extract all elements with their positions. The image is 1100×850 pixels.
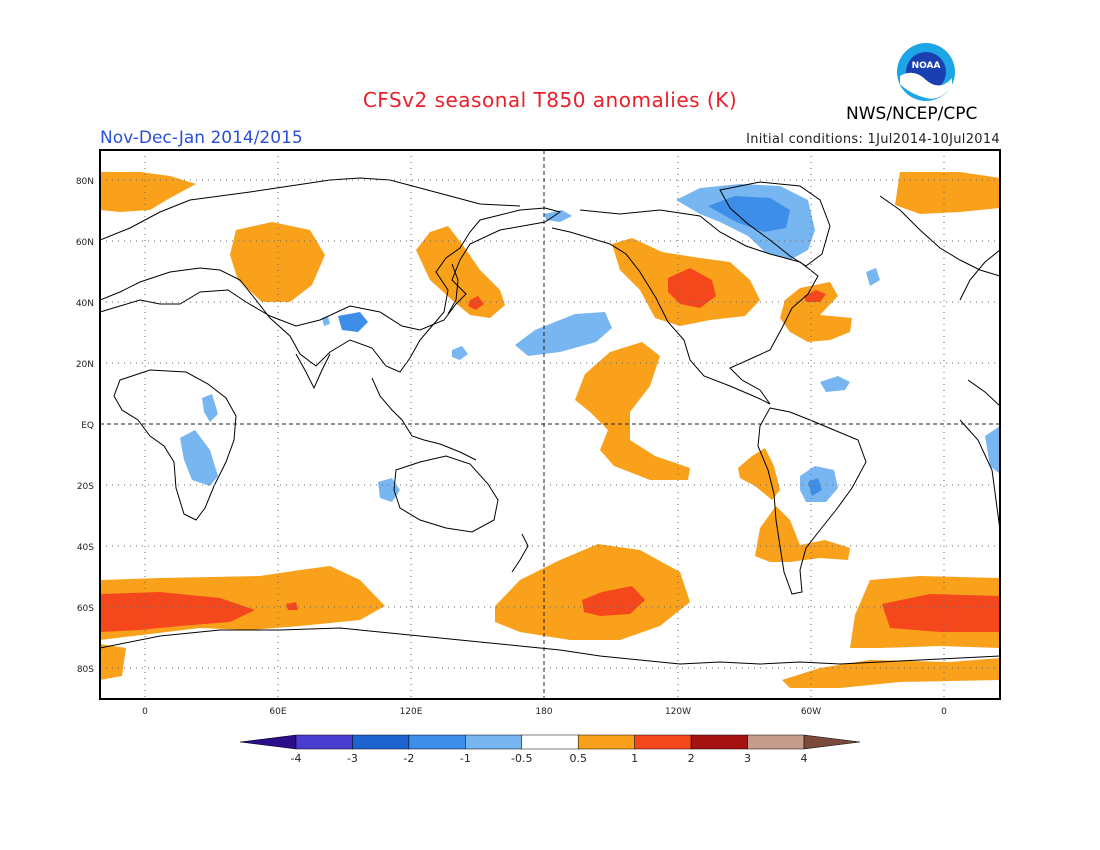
cool-region-bering	[544, 210, 572, 222]
initial-conditions: Initial conditions: 1Jul2014-10Jul2014	[746, 132, 1000, 147]
colorbar-label: -2	[403, 752, 414, 765]
colorbar-label: 0.5	[569, 752, 587, 765]
lon-label: 120W	[665, 707, 691, 717]
organization-label: NWS/NCEP/CPC	[846, 104, 978, 124]
colorbar-swatch	[295, 734, 353, 750]
cool-region-north-pacific	[515, 312, 612, 356]
colorbar-swatch	[408, 734, 466, 750]
colorbar-label: -3	[347, 752, 358, 765]
cool-region-hawaii	[452, 346, 468, 360]
coast-africa	[113, 369, 237, 521]
warm-region-tropical-pacific	[575, 342, 690, 480]
strong-warm-southern-ocean-east	[882, 594, 1000, 632]
strong-warm-anomalies	[100, 268, 1000, 632]
colorbar-swatch	[521, 734, 579, 750]
colorbar-label: 2	[688, 752, 695, 765]
colorbar-swatch	[634, 734, 692, 750]
coast-eurasia	[100, 207, 562, 373]
colorbar-label: 1	[631, 752, 638, 765]
lon-label: 0	[941, 707, 947, 717]
strong-warm-atlantic	[804, 290, 826, 302]
lat-label: 80S	[77, 665, 94, 675]
logo-text: NOAA	[912, 61, 941, 71]
coast-greenland	[719, 181, 831, 267]
strong-warm-south-pacific	[582, 586, 645, 616]
coast-arctic-islands	[879, 195, 1000, 277]
colorbar: -4 -3 -2 -1 -0.5 0.5 1 2 3 4	[239, 734, 861, 765]
lon-label: 0	[142, 707, 148, 717]
colorbar-label: 4	[801, 752, 808, 765]
lat-label: 40N	[76, 299, 94, 309]
lat-label: 60S	[77, 604, 94, 614]
colorbar-swatch	[352, 734, 410, 750]
cool-region-brazil-core	[808, 478, 822, 496]
lat-label: 20S	[77, 482, 94, 492]
warm-region-antarctic-east	[782, 658, 1000, 688]
strong-warm-small	[286, 602, 298, 610]
colorbar-min-arrow	[239, 734, 297, 750]
colorbar-max-arrow	[803, 734, 861, 750]
coast-africa-east	[967, 379, 1000, 407]
map-content	[100, 150, 1000, 699]
lon-label: 120E	[400, 707, 423, 717]
coast-north-america	[551, 209, 819, 405]
coast-west-europe	[959, 249, 1000, 301]
warm-region-south-america-south	[755, 506, 850, 562]
colorbar-label: -1	[460, 752, 471, 765]
coast-india	[295, 353, 331, 390]
warm-region-arctic-west	[100, 172, 196, 212]
reference-lines	[100, 150, 1000, 699]
map-frame	[99, 149, 1001, 700]
strong-warm-southern-ocean-west	[100, 592, 255, 632]
forecast-period: Nov-Dec-Jan 2014/2015	[100, 128, 303, 148]
colorbar-swatch	[747, 734, 805, 750]
coast-south-america	[757, 407, 867, 595]
longitude-labels: 0 60E 120E 180 120W 60W 0	[142, 707, 947, 717]
chart-title: CFSv2 seasonal T850 anomalies (K)	[362, 88, 738, 112]
warm-region-japan	[416, 226, 505, 318]
lat-label: 20N	[76, 360, 94, 370]
cool-region-east-africa	[180, 430, 218, 486]
colorbar-swatch	[465, 734, 523, 750]
colorbar-swatch	[577, 734, 635, 750]
lat-label: 80N	[76, 177, 94, 187]
lon-label: 60W	[801, 707, 821, 717]
cool-region-east-brazil	[985, 426, 1000, 474]
warm-region-arctic-east	[895, 172, 1000, 214]
coast-australia	[393, 455, 499, 533]
cool-region-tibet	[338, 312, 368, 332]
lat-label: EQ	[81, 421, 94, 431]
warm-anomalies	[100, 172, 1000, 688]
strong-warm-japan	[468, 296, 484, 310]
strong-warm-north-america	[668, 268, 716, 308]
lat-label: 40S	[77, 543, 94, 553]
lat-label: 60N	[76, 238, 94, 248]
latitude-labels: 80N 60N 40N 20N EQ 20S 40S 60S 80S	[76, 177, 94, 675]
grid-lines	[100, 150, 1000, 699]
coastlines	[100, 177, 1000, 665]
warm-region-north-atlantic	[780, 282, 852, 342]
warm-region-central-asia	[230, 222, 325, 302]
colorbar-label: -0.5	[511, 752, 532, 765]
coast-antarctica	[100, 627, 1000, 665]
lon-label: 60E	[269, 707, 286, 717]
colorbar-swatch	[690, 734, 748, 750]
coast-europe-north	[100, 177, 521, 241]
noaa-logo: NOAA	[896, 42, 956, 102]
cool-region-north-atlantic-small	[866, 268, 880, 286]
warm-region-south-pacific	[495, 544, 690, 640]
colorbar-label: -4	[291, 752, 302, 765]
lon-label: 180	[535, 707, 552, 717]
colorbar-label: 3	[744, 752, 751, 765]
coast-southeast-asia	[371, 377, 477, 461]
cool-region-africa-north	[202, 394, 218, 422]
cool-region-atlantic	[820, 376, 850, 392]
coast-africa-south	[959, 419, 1000, 531]
warm-region-antarctic-west	[100, 644, 126, 680]
warm-region-south-america-west	[738, 448, 780, 500]
coast-japan	[447, 263, 459, 315]
coast-new-zealand	[511, 533, 529, 573]
